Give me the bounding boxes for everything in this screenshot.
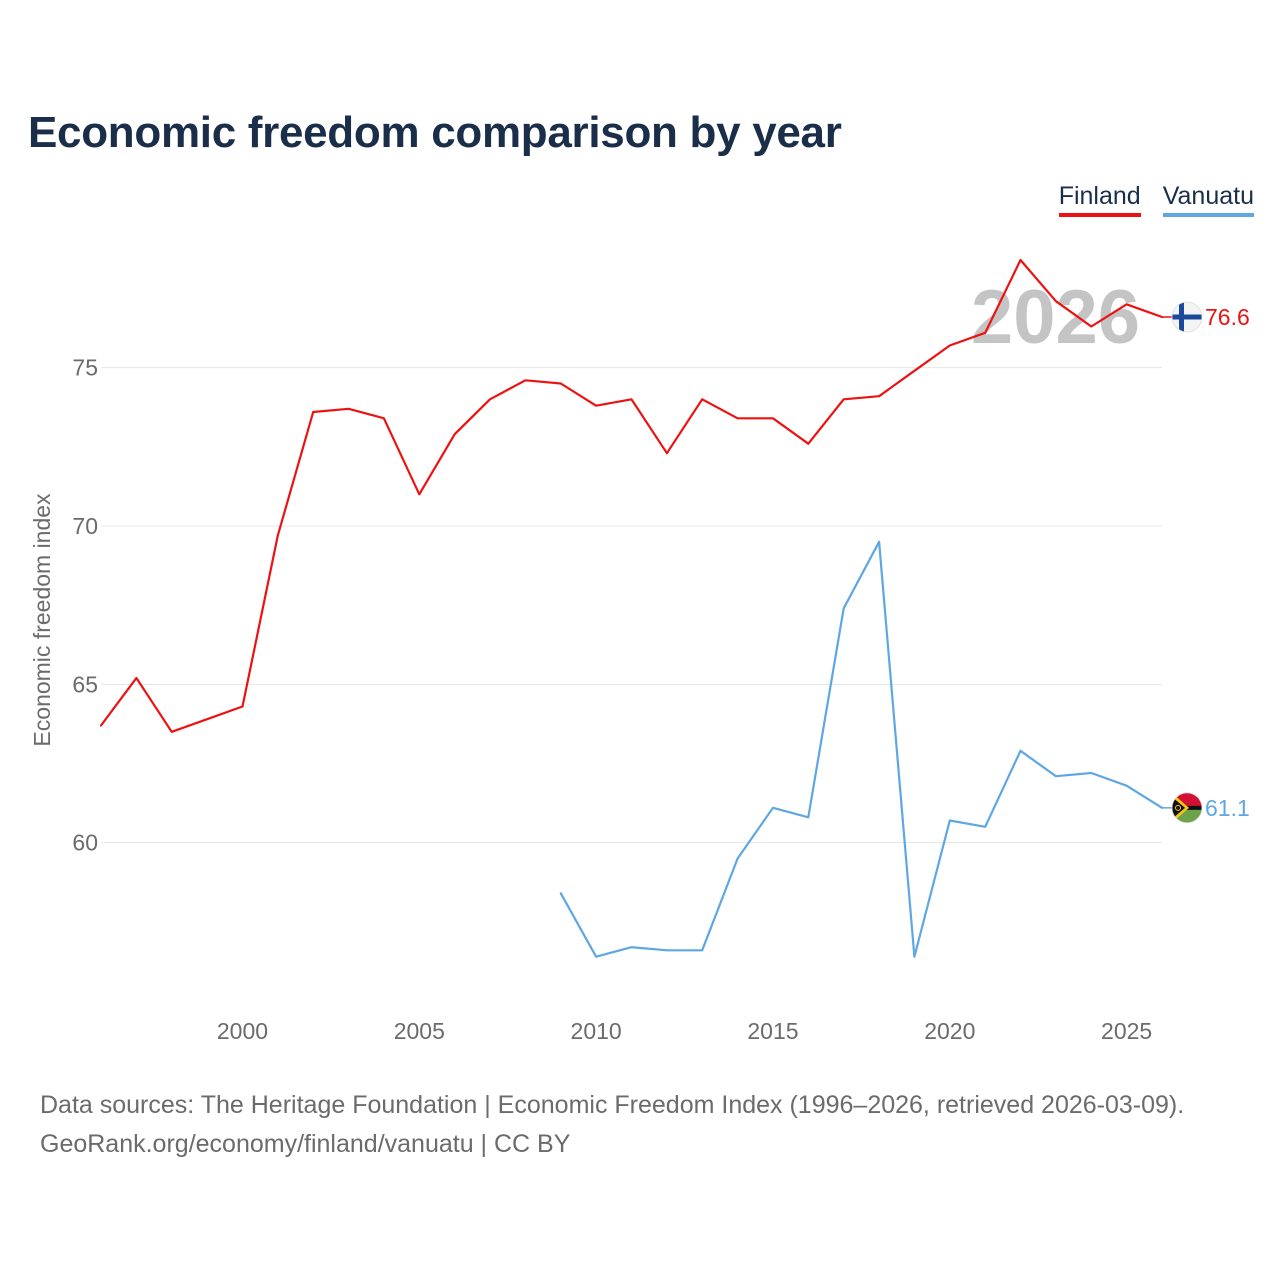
y-tick-label: 65 — [72, 671, 98, 697]
line-chart: 2026 60 65 70 75 2000 2005 2010 2015 2020 2025 76… — [29, 258, 1250, 1044]
y-axis-label: Economic freedom index — [29, 493, 55, 747]
attribution-link[interactable]: GeoRank.org/economy/finland/vanuatu | CC… — [40, 1130, 571, 1158]
end-value-label-finland: 76.6 — [1205, 304, 1250, 330]
vanuatu-flag-icon — [1171, 792, 1203, 824]
legend: Finland Vanuatu — [1058, 182, 1254, 217]
series-line-finland[interactable] — [99, 258, 1164, 733]
legend-item-vanuatu[interactable]: Vanuatu — [1162, 182, 1254, 217]
year-watermark: 2026 — [971, 275, 1140, 360]
chart-title: Economic freedom comparison by year — [28, 108, 842, 157]
x-tick-label: 2005 — [394, 1018, 445, 1044]
footer: Data sources: The Heritage Foundation | … — [40, 1086, 1184, 1164]
x-tick-label: 2000 — [217, 1018, 268, 1044]
x-tick-label: 2015 — [747, 1018, 798, 1044]
x-tick-label: 2020 — [924, 1018, 975, 1044]
legend-item-finland[interactable]: Finland — [1058, 182, 1141, 217]
end-value-label-vanuatu: 61.1 — [1205, 795, 1250, 821]
y-tick-label: 70 — [72, 513, 98, 539]
data-source-note: Data sources: The Heritage Foundation | … — [40, 1091, 1185, 1119]
y-tick-label: 75 — [72, 355, 98, 381]
series-line-vanuatu[interactable] — [559, 540, 1164, 958]
x-tick-label: 2010 — [571, 1018, 622, 1044]
y-tick-label: 60 — [72, 830, 98, 856]
x-tick-label: 2025 — [1101, 1018, 1152, 1044]
finland-flag-icon — [1171, 301, 1203, 333]
